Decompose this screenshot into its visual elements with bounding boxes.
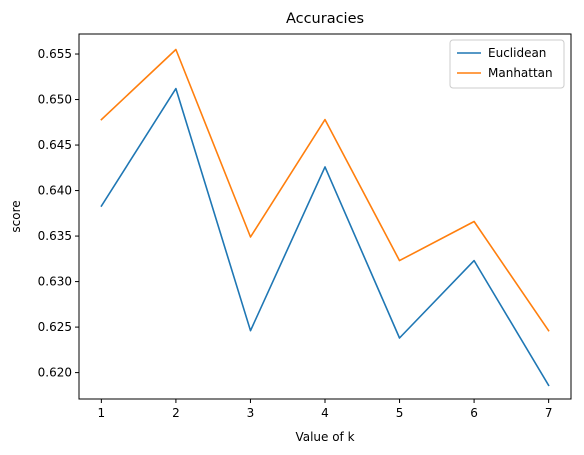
x-tick-label: 3 bbox=[247, 406, 255, 420]
legend-label-manhattan: Manhattan bbox=[488, 66, 553, 80]
x-tick-label: 2 bbox=[172, 406, 180, 420]
legend: Euclidean Manhattan bbox=[449, 39, 565, 89]
x-tick-label: 1 bbox=[98, 406, 106, 420]
series-line-euclidean bbox=[100, 87, 550, 387]
chart-title: Accuracies bbox=[286, 11, 364, 27]
y-axis-label: score bbox=[9, 200, 23, 232]
y-tick-label: 0.620 bbox=[38, 366, 72, 380]
legend-label-euclidean: Euclidean bbox=[488, 46, 546, 60]
y-tick-label: 0.640 bbox=[38, 184, 72, 198]
y-tick-label: 0.650 bbox=[38, 93, 72, 107]
legend-box bbox=[449, 39, 565, 89]
y-tick-label: 0.630 bbox=[38, 275, 72, 289]
x-tick-label: 6 bbox=[470, 406, 478, 420]
y-tick-label: 0.635 bbox=[38, 229, 72, 243]
x-tick-label: 5 bbox=[396, 406, 404, 420]
y-tick-label: 0.655 bbox=[38, 47, 72, 61]
series-line-manhattan bbox=[100, 48, 550, 332]
x-axis-label: Value of k bbox=[295, 430, 354, 444]
x-tick-label: 4 bbox=[321, 406, 329, 420]
x-tick-label: 7 bbox=[545, 406, 553, 420]
plot-area bbox=[100, 48, 550, 387]
y-tick-label: 0.645 bbox=[38, 138, 72, 152]
y-tick-label: 0.625 bbox=[38, 320, 72, 334]
